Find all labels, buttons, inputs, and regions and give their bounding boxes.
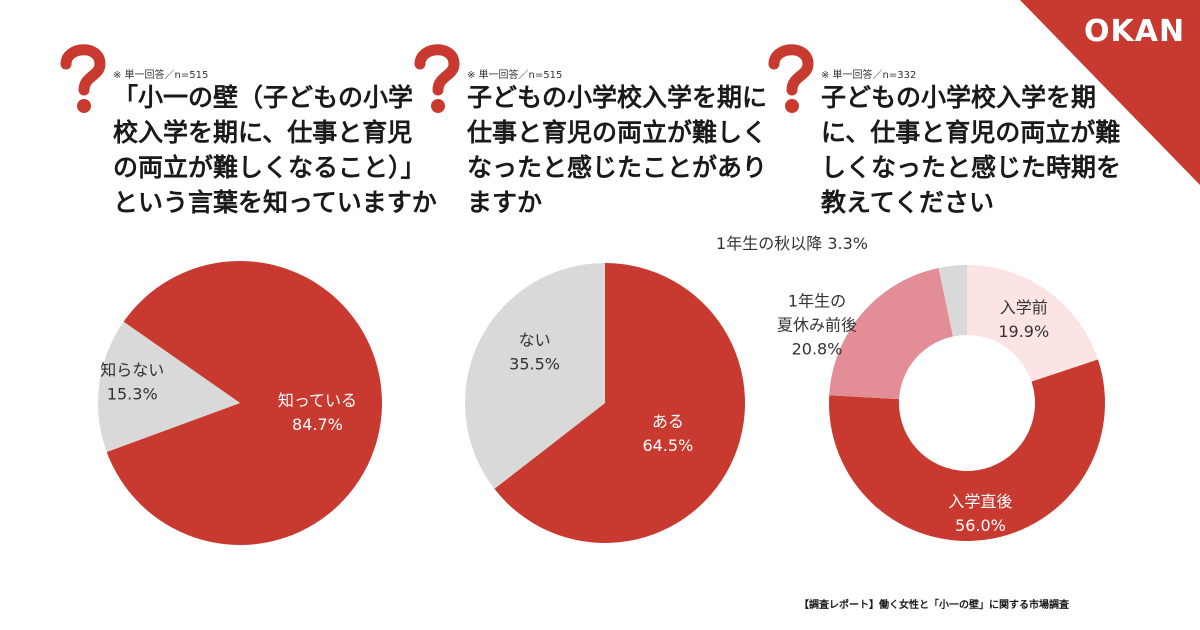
slice-1年生の秋以降 <box>938 265 967 337</box>
slice-label: 知っている <box>278 391 357 410</box>
slice-value-label: 64.5% <box>642 436 693 455</box>
slice-知らない <box>97 321 240 452</box>
question-mark-icon <box>60 44 106 113</box>
slice-label: ない <box>519 331 551 350</box>
okan-logo: OKAN <box>1084 14 1186 49</box>
slice-label: 1年生の秋以降 3.3% <box>716 234 868 253</box>
slice-知っている <box>106 261 382 545</box>
slice-value-label: 84.7% <box>292 415 343 434</box>
answer-note: ※ 単一回答／n=332 <box>821 70 917 81</box>
slice-label: ある <box>652 412 684 431</box>
slice-入学直後 <box>829 359 1105 541</box>
slice-label: 入学前 <box>1000 298 1048 317</box>
question-mark-icon <box>768 44 814 113</box>
slice-ある <box>494 263 745 543</box>
question-text: 子どもの小学校入学を期に 仕事と育児の両立が難しく なったと感じたことがあり ま… <box>467 83 768 217</box>
awareness-pie-chart: 知っている 84.7% 知らない 15.3% <box>97 261 382 545</box>
slice-value-label: 20.8% <box>792 340 843 359</box>
slice-ない <box>465 263 605 489</box>
slice-label: 1年生の <box>788 292 846 311</box>
answer-note: ※ 単一回答／n=515 <box>113 70 209 81</box>
slice-label: 夏休み前後 <box>777 316 857 335</box>
answer-note: ※ 単一回答／n=515 <box>467 70 563 81</box>
question-mark-icon <box>414 44 460 113</box>
slice-label: 入学直後 <box>948 492 1012 511</box>
slice-1年生の夏休み前後 <box>829 267 954 400</box>
slice-label: 知らない <box>100 361 164 380</box>
slice-value-label: 15.3% <box>107 385 158 404</box>
slice-value-label: 35.5% <box>509 355 560 374</box>
question-text: 子どもの小学校入学を期 に、仕事と育児の両立が難 しくなったと感じた時期を 教え… <box>821 83 1122 217</box>
footer-source: 【調査レポート】働く女性と「小一の壁」に関する市場調査 <box>799 600 1069 611</box>
question-text: 「小一の壁（子どもの小学 校入学を期に、仕事と育児 の両立が難しくなること）」 … <box>113 83 437 217</box>
slice-value-label: 19.9% <box>998 322 1049 341</box>
slice-value-label: 56.0% <box>955 516 1006 535</box>
slice-入学前 <box>967 265 1098 382</box>
difficulty-pie-chart: ある 64.5% ない 35.5% <box>465 263 745 543</box>
